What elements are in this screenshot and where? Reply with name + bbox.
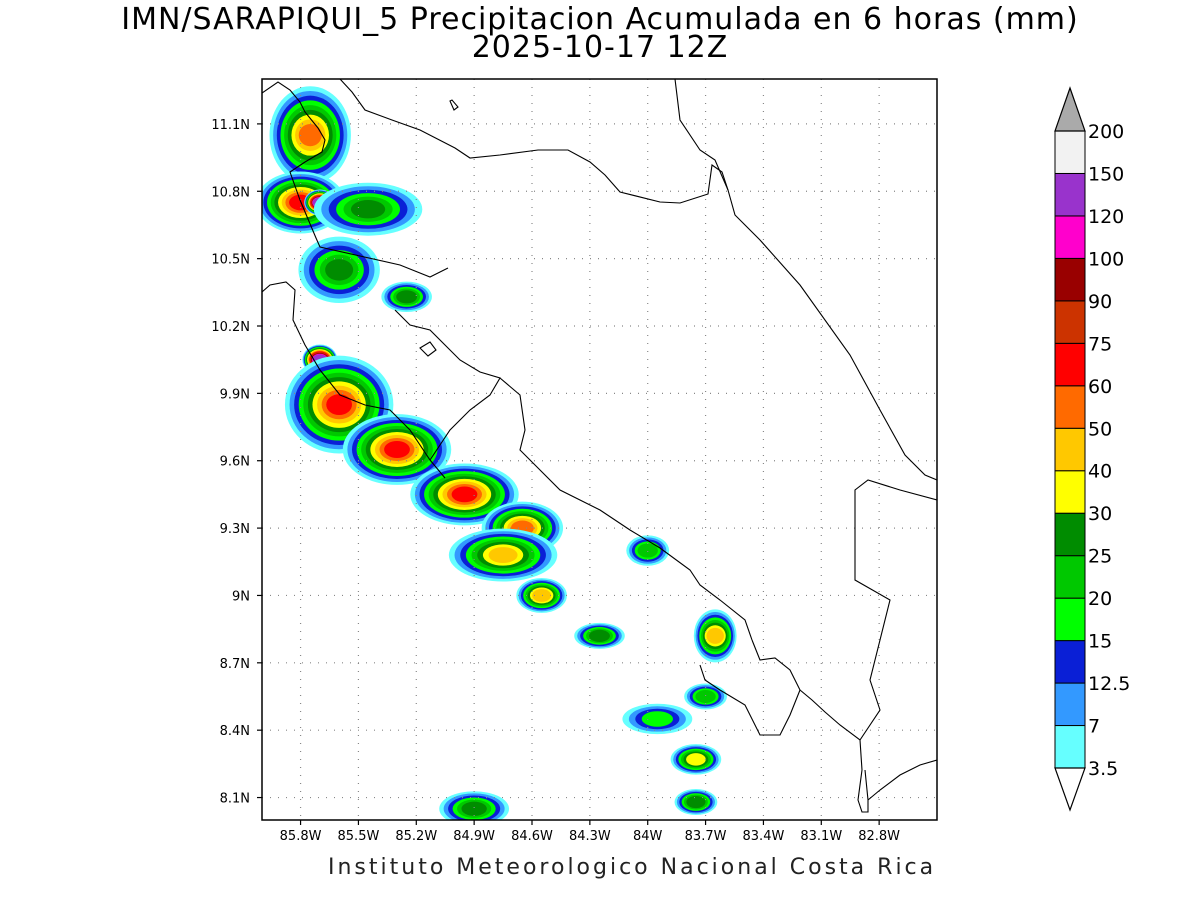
map-title: IMN/SARAPIQUI_5 Precipitacion Acumulada … — [121, 2, 1079, 37]
colorbar-swatch — [1054, 725, 1086, 769]
colorbar-label: 25 — [1088, 546, 1112, 568]
colorbar-label: 150 — [1088, 163, 1124, 185]
lat-tick-label: 9N — [232, 589, 250, 604]
colorbar-label: 200 — [1088, 121, 1124, 143]
rain-contour-25 — [461, 801, 487, 816]
colorbar-label: 120 — [1088, 206, 1124, 228]
lake-island — [449, 99, 459, 111]
gulf-of-nicoya-coast — [394, 309, 501, 461]
gulf-island — [419, 341, 437, 357]
northern-pacific-coast — [339, 79, 729, 204]
colorbar-swatch — [1054, 640, 1086, 684]
nicoya-peninsula-coast — [262, 281, 446, 479]
rain-contour-60 — [384, 441, 410, 458]
map-subtitle: 2025-10-17 12Z — [471, 30, 729, 65]
colorbar-swatch — [1054, 300, 1086, 344]
colorbar-swatch — [1054, 172, 1086, 217]
rain-contour-15 — [641, 711, 673, 727]
lat-tick-label: 9.9N — [220, 387, 250, 402]
nicaragua-costa-rica-border — [262, 81, 449, 278]
colorbar-label: 12.5 — [1088, 673, 1130, 695]
lon-tick-label: 84W — [633, 829, 663, 844]
colorbar-label: 3.5 — [1088, 758, 1118, 780]
lat-tick-label: 11.1N — [211, 118, 250, 133]
colorbar-label: 60 — [1088, 376, 1112, 398]
colorbar-label: 90 — [1088, 291, 1112, 313]
rain-contour-25 — [589, 629, 610, 642]
lat-tick-label: 9.3N — [220, 522, 250, 537]
colorbar-label: 50 — [1088, 418, 1112, 440]
rain-contour-25 — [350, 200, 386, 219]
colorbar-swatch — [1054, 555, 1086, 599]
footer-credit: Instituto Meteorologico Nacional Costa R… — [328, 855, 937, 880]
lon-tick-label: 83.1W — [800, 829, 842, 844]
colorbar-label: 15 — [1088, 631, 1112, 653]
central-pacific-coast — [499, 377, 753, 641]
lon-tick-label: 85.2W — [395, 829, 437, 844]
colorbar-label: 30 — [1088, 503, 1112, 525]
colorbar-label: 75 — [1088, 333, 1112, 355]
colorbar-swatch — [1054, 342, 1086, 387]
rain-contour-60 — [451, 486, 478, 503]
rain-contour-30 — [686, 753, 706, 766]
colorbar-swatch — [1054, 512, 1086, 557]
rain-contour-25 — [686, 795, 706, 809]
colorbar-swatch — [1054, 215, 1086, 259]
rain-contour-25 — [325, 259, 354, 281]
rain-contour-20 — [695, 690, 716, 703]
lon-tick-label: 84.3W — [569, 829, 611, 844]
rain-contour-40 — [532, 589, 552, 602]
lat-tick-label: 10.8N — [211, 185, 250, 200]
colorbar-swatch — [1054, 385, 1086, 429]
rain-contour-50 — [298, 124, 322, 147]
lon-tick-label: 82.8W — [858, 829, 900, 844]
rain-contour-60 — [326, 394, 353, 416]
lon-tick-label: 84.6W — [511, 829, 553, 844]
colorbar-swatch — [1054, 257, 1086, 302]
panama-pacific-coast — [867, 759, 937, 801]
osa-peninsula-coast — [699, 639, 801, 736]
rain-contour-40 — [488, 547, 518, 563]
colorbar: 3.5 7 12.5 15 20 25 30 40 50 60 75 90 100 120 150 200 — [1054, 86, 1130, 812]
colorbar-swatch — [1054, 470, 1086, 514]
longitude-axis: 85.8W 85.5W 85.2W 84.9W 84.6W 84.3W 84W 83.7W 83… — [280, 820, 900, 844]
lat-tick-label: 10.2N — [211, 320, 250, 335]
latitude-axis: 11.1N 10.8N 10.5N 10.2N 9.9N 9.6N 9.3N 9N 8.7N 8.… — [211, 118, 262, 807]
golfito-coast — [799, 479, 937, 741]
rain-contour-25 — [396, 290, 418, 304]
lon-tick-label: 83.4W — [743, 829, 785, 844]
lat-tick-label: 8.7N — [220, 657, 250, 672]
lon-tick-label: 85.8W — [280, 829, 322, 844]
lat-tick-label: 10.5N — [211, 253, 250, 268]
map-frame — [261, 78, 938, 821]
colorbar-label: 20 — [1088, 588, 1112, 610]
colorbar-swatch — [1054, 597, 1086, 642]
lon-tick-label: 85.5W — [338, 829, 380, 844]
precipitation-field — [262, 86, 737, 820]
colorbar-label: 100 — [1088, 248, 1124, 270]
colorbar-swatch — [1054, 682, 1086, 727]
lon-tick-label: 84.9W — [453, 829, 495, 844]
caribbean-coast — [674, 79, 937, 481]
colorbar-max-arrow — [1054, 86, 1086, 132]
colorbar-swatch — [1054, 427, 1086, 472]
lat-tick-label: 9.6N — [220, 455, 250, 470]
lon-tick-label: 83.7W — [685, 829, 727, 844]
rain-contour-40 — [706, 627, 724, 644]
lat-tick-label: 8.1N — [220, 792, 250, 807]
lat-tick-label: 8.4N — [220, 724, 250, 739]
colorbar-label: 7 — [1088, 716, 1100, 738]
rain-contour-20 — [637, 543, 658, 558]
colorbar-label: 40 — [1088, 461, 1112, 483]
colorbar-swatch — [1054, 130, 1086, 174]
map-grid — [262, 79, 937, 820]
coastlines — [262, 79, 937, 813]
colorbar-min-arrow — [1054, 767, 1086, 812]
